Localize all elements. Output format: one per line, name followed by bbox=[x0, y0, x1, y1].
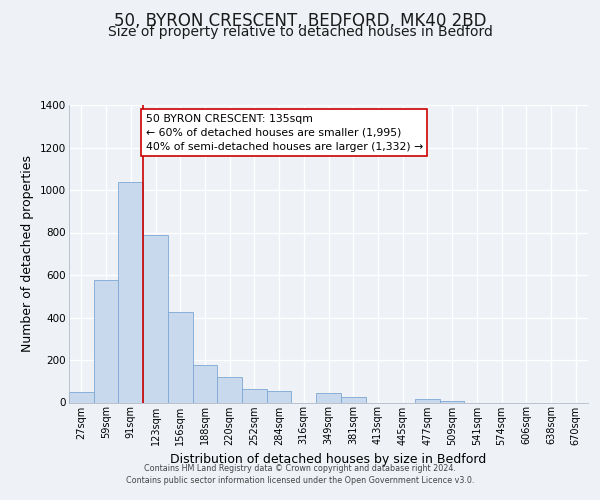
X-axis label: Distribution of detached houses by size in Bedford: Distribution of detached houses by size … bbox=[170, 453, 487, 466]
Y-axis label: Number of detached properties: Number of detached properties bbox=[22, 155, 34, 352]
Bar bbox=[69, 392, 94, 402]
Bar bbox=[440, 401, 464, 402]
Bar bbox=[217, 376, 242, 402]
Text: Contains public sector information licensed under the Open Government Licence v3: Contains public sector information licen… bbox=[126, 476, 474, 485]
Text: 50, BYRON CRESCENT, BEDFORD, MK40 2BD: 50, BYRON CRESCENT, BEDFORD, MK40 2BD bbox=[114, 12, 486, 30]
Text: Contains HM Land Registry data © Crown copyright and database right 2024.: Contains HM Land Registry data © Crown c… bbox=[144, 464, 456, 473]
Bar bbox=[94, 280, 118, 402]
Text: 50 BYRON CRESCENT: 135sqm
← 60% of detached houses are smaller (1,995)
40% of se: 50 BYRON CRESCENT: 135sqm ← 60% of detac… bbox=[146, 114, 423, 152]
Bar bbox=[193, 364, 217, 403]
Bar bbox=[316, 393, 341, 402]
Text: Size of property relative to detached houses in Bedford: Size of property relative to detached ho… bbox=[107, 25, 493, 39]
Bar bbox=[143, 234, 168, 402]
Bar bbox=[341, 397, 365, 402]
Bar bbox=[415, 398, 440, 402]
Bar bbox=[168, 312, 193, 402]
Bar bbox=[118, 182, 143, 402]
Bar bbox=[242, 388, 267, 402]
Bar bbox=[267, 391, 292, 402]
